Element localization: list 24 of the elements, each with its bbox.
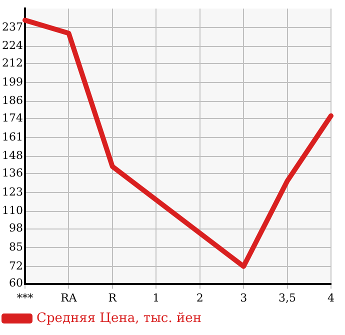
y-tick-label: 212	[2, 56, 23, 70]
x-tick-label: R	[108, 291, 118, 304]
y-tick-label: 60	[8, 276, 23, 290]
y-tick-label: 98	[8, 222, 23, 235]
x-tick-label: 2	[196, 291, 204, 304]
y-tick-label: 161	[2, 130, 23, 144]
legend-label: Средняя Цена, тыс. йен	[36, 310, 202, 326]
y-tick-label: 186	[2, 94, 23, 108]
y-tick-label: 110	[2, 204, 23, 218]
x-tick-label: 1	[152, 291, 160, 304]
y-tick-label: 148	[2, 149, 23, 162]
x-tick-label: RA	[60, 291, 78, 304]
y-tick-label: 199	[2, 75, 23, 88]
x-tick-label: 4	[328, 291, 334, 304]
y-tick-label: 136	[2, 166, 23, 180]
x-tick-label: 3,5	[278, 291, 296, 304]
y-tick-label: 123	[2, 185, 23, 198]
y-tick-label: 224	[2, 39, 23, 52]
y-tick-label: 72	[8, 259, 23, 272]
x-tick-label: ***	[16, 291, 34, 304]
x-tick-label: 3	[240, 291, 248, 304]
y-tick-label: 85	[8, 240, 23, 254]
y-tick-label: 174	[2, 112, 23, 125]
y-tick-label: 237	[2, 20, 23, 34]
